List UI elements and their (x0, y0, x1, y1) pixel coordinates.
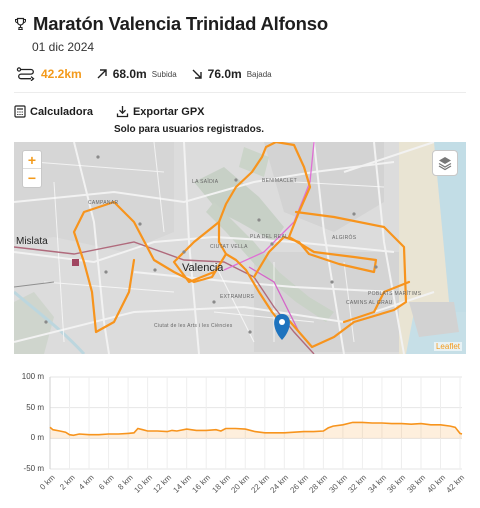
label-ciutat-vella: CIUTAT VELLA (210, 244, 248, 250)
elevation-svg (49, 376, 463, 470)
page-title: Maratón Valencia Trinidad Alfonso (33, 13, 328, 34)
distance-value: 42.2km (41, 67, 82, 81)
elevation-area (50, 422, 462, 439)
arrow-up-right-icon (97, 69, 107, 79)
export-label: Exportar GPX (132, 105, 205, 118)
y-tick-label: 50 m (26, 402, 44, 412)
distance-stat: 42.2km (16, 67, 82, 81)
leaflet-attribution-link[interactable]: Leaflet (433, 342, 462, 351)
calculator-button[interactable]: Calculadora (14, 105, 93, 118)
ascent-label: Subida (151, 69, 177, 79)
label-campanar: CAMPANAR (88, 200, 119, 206)
label-pla-del-real: PLA DEL REAL (250, 234, 289, 240)
export-gpx-button[interactable]: Exportar GPX (116, 105, 205, 118)
descent-stat: 76.0m Bajada (191, 67, 272, 81)
y-tick-label: 100 m (21, 372, 44, 381)
zoom-in-button[interactable]: + (23, 151, 41, 169)
label-la-saidia: LA SAÏDIA (192, 179, 219, 185)
descent-label: Bajada (246, 69, 272, 79)
elevation-line (49, 421, 463, 437)
label-algiros: ALGIRÓS (332, 235, 357, 241)
y-tick-label: 0 m (30, 433, 44, 443)
zoom-control: + − (22, 150, 42, 188)
export-note: Solo para usuarios registrados. (114, 124, 265, 135)
trophy-icon (15, 17, 26, 31)
stats-bar: 42.2km 68.0m Subida 76.0m Bajada (16, 65, 286, 83)
label-benimaclet: BENIMACLET (262, 178, 297, 184)
layers-icon (438, 157, 452, 171)
tools-row: Calculadora Exportar GPX (14, 105, 205, 118)
label-mislata: Mislata (16, 236, 48, 247)
title-row: Maratón Valencia Trinidad Alfonso (14, 13, 328, 35)
calculator-icon (14, 105, 26, 118)
route-map[interactable]: Valencia Mislata CAMPANAR LA SAÏDIA BENI… (14, 142, 466, 354)
label-ciutat-arts: Ciutat de les Arts i les Ciències (154, 323, 233, 329)
ascent-stat: 68.0m Subida (96, 67, 177, 81)
label-valencia: Valencia (182, 262, 224, 274)
layers-button[interactable] (432, 150, 458, 176)
zoom-out-button[interactable]: − (27, 170, 37, 186)
divider (14, 92, 466, 93)
map-marker-icon (274, 314, 290, 340)
y-tick-label: -50 m (23, 464, 44, 473)
label-extramurs: EXTRAMURS (220, 294, 255, 300)
label-camins: CAMINS AL GRAU (346, 300, 393, 306)
map-tiles (14, 142, 466, 354)
arrow-down-right-icon (192, 69, 202, 79)
calculator-label: Calculadora (30, 105, 93, 118)
label-poblats: POBLATS MARÍTIMS (368, 291, 422, 297)
descent-value: 76.0m (207, 67, 242, 81)
event-date: 01 dic 2024 (32, 40, 95, 54)
download-icon (116, 106, 129, 118)
ascent-value: 68.0m (112, 67, 147, 81)
route-icon (16, 67, 35, 81)
